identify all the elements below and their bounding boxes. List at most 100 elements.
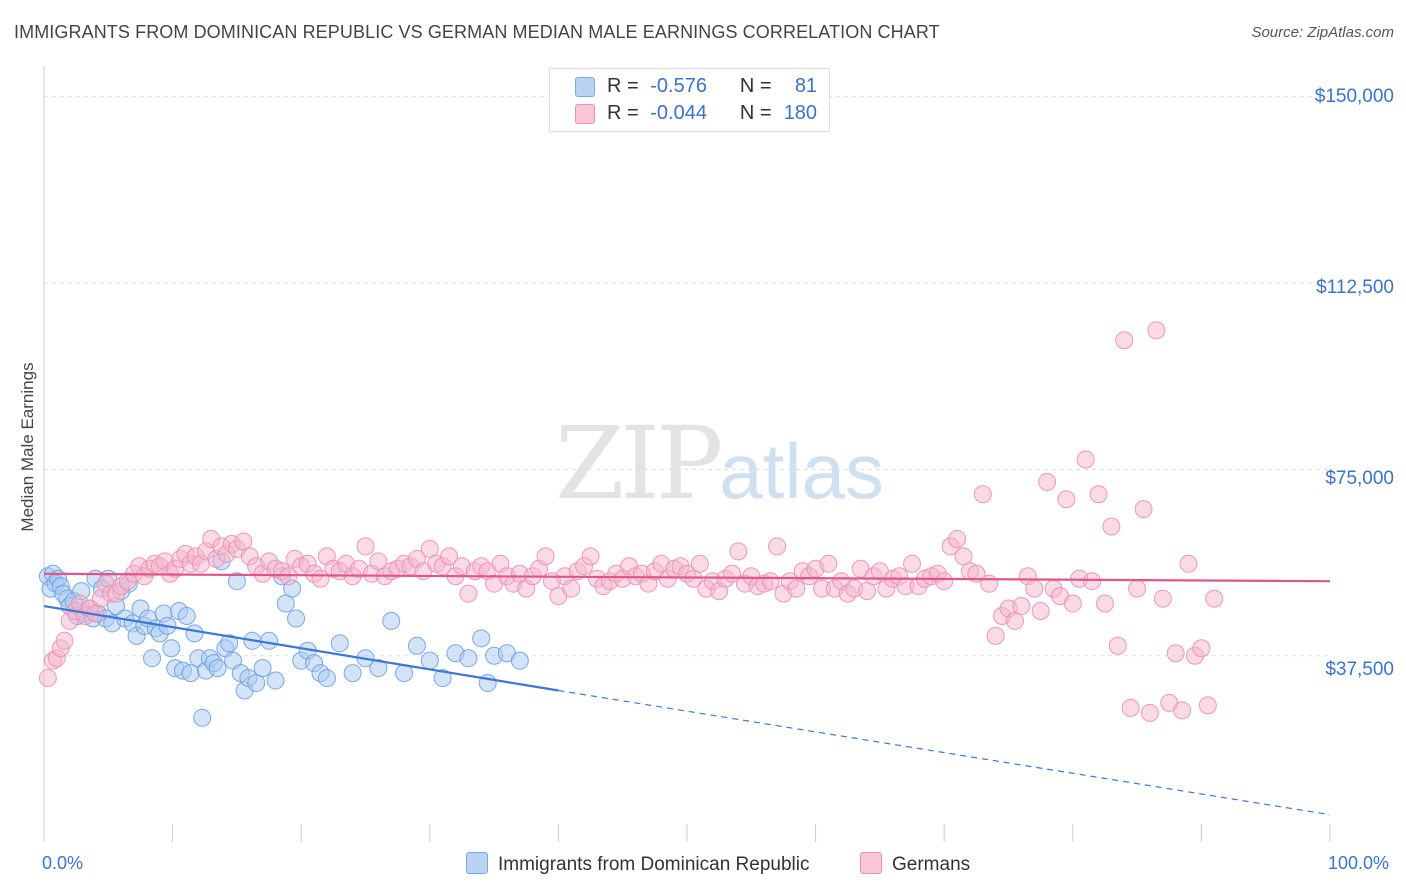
legend-swatch-blue: [575, 77, 595, 97]
bottom-legend-blue-label: Immigrants from Dominican Republic: [498, 854, 810, 875]
trend-line-pink: [43, 572, 1331, 583]
point-blue-58: [253, 659, 272, 678]
point-pink-70: [440, 547, 459, 566]
watermark-zip: ZIP: [555, 405, 723, 522]
watermark-atlas: atlas: [719, 427, 885, 515]
point-pink-108: [684, 569, 703, 588]
point-pink-149: [948, 529, 967, 548]
point-blue-78: [433, 669, 452, 688]
point-pink-135: [858, 582, 877, 601]
legend-pink-r-value: -0.044: [650, 102, 707, 124]
point-pink-57: [356, 537, 375, 556]
point-blue-62: [276, 594, 295, 613]
bottom-legend-swatch-pink: [860, 852, 882, 874]
point-pink-129: [819, 554, 838, 573]
point-blue-52: [227, 572, 246, 591]
point-pink-147: [935, 572, 954, 591]
bottom-legend-pink-label: Germans: [892, 854, 971, 875]
point-pink-169: [1076, 450, 1095, 469]
point-pink-178: [1134, 500, 1153, 519]
point-blue-76: [407, 636, 426, 655]
point-pink-180: [1147, 321, 1166, 340]
point-blue-43: [193, 708, 212, 727]
point-pink-115: [729, 542, 748, 561]
point-blue-30: [143, 649, 162, 668]
point-blue-50: [220, 634, 239, 653]
legend-pink-r-label: R =: [607, 102, 639, 124]
point-blue-60: [266, 671, 285, 690]
point-blue-39: [177, 606, 196, 625]
point-blue-40: [181, 664, 200, 683]
x-tick-label-max: 100.0%: [1328, 853, 1390, 873]
stats-legend: R = -0.576 N = 81 R = -0.044 N = 180: [549, 68, 830, 132]
point-blue-57: [247, 674, 266, 693]
point-pink-166: [1057, 490, 1076, 509]
point-pink-4: [55, 631, 74, 650]
x-tick-label-min: 0.0%: [42, 853, 84, 873]
point-pink-38: [234, 532, 253, 551]
point-blue-74: [382, 611, 401, 630]
point-blue-59: [260, 631, 279, 650]
point-pink-0: [38, 669, 57, 688]
point-pink-175: [1115, 331, 1134, 350]
y-tick-label-37500: $37,500: [1325, 659, 1394, 680]
y-tick-label-75000: $75,000: [1325, 468, 1394, 489]
point-pink-89: [562, 579, 581, 598]
watermark: ZIPatlas: [555, 405, 884, 522]
y-tick-label-112500: $112,500: [1316, 277, 1394, 298]
point-pink-184: [1173, 701, 1192, 720]
chart-title: IMMIGRANTS FROM DOMINICAN REPUBLIC VS GE…: [14, 22, 940, 42]
point-pink-155: [986, 626, 1005, 645]
point-pink-142: [903, 554, 922, 573]
legend-blue-r-value: -0.576: [650, 75, 707, 97]
point-pink-159: [1012, 597, 1031, 616]
point-pink-176: [1121, 698, 1140, 717]
point-pink-179: [1140, 703, 1159, 722]
point-pink-188: [1198, 696, 1217, 715]
bottom-legend-swatch-blue: [466, 852, 488, 874]
point-blue-71: [343, 664, 362, 683]
point-pink-150: [954, 547, 973, 566]
y-tick-label-150000: $150,000: [1314, 86, 1394, 107]
point-blue-70: [330, 634, 349, 653]
point-pink-187: [1192, 639, 1211, 658]
point-pink-152: [967, 564, 986, 583]
point-pink-174: [1108, 636, 1127, 655]
trend-line-blue: [43, 604, 559, 692]
point-pink-172: [1095, 594, 1114, 613]
point-pink-177: [1128, 579, 1147, 598]
point-pink-170: [1083, 572, 1102, 591]
legend-blue-n-label: N =: [739, 75, 772, 97]
point-blue-69: [317, 669, 336, 688]
point-pink-181: [1153, 589, 1172, 608]
point-pink-171: [1089, 485, 1108, 504]
point-blue-84: [510, 651, 529, 670]
point-blue-81: [472, 629, 491, 648]
point-pink-189: [1205, 589, 1224, 608]
point-pink-154: [980, 574, 999, 593]
point-pink-183: [1166, 644, 1185, 663]
point-pink-85: [536, 547, 555, 566]
point-pink-92: [581, 547, 600, 566]
point-blue-41: [185, 624, 204, 643]
legend-blue-n-value: 81: [794, 75, 818, 97]
y-axis-title: Median Male Earnings: [18, 362, 37, 531]
legend-pink-n-value: 180: [783, 102, 818, 124]
point-pink-161: [1025, 579, 1044, 598]
point-pink-162: [1031, 602, 1050, 620]
point-blue-47: [208, 659, 227, 678]
point-pink-109: [690, 554, 709, 573]
point-blue-73: [369, 659, 388, 678]
point-pink-185: [1179, 554, 1198, 573]
point-pink-173: [1102, 517, 1121, 536]
point-pink-120: [761, 572, 780, 591]
legend-swatch-pink: [575, 104, 595, 124]
legend-pink-n-label: N =: [739, 102, 772, 124]
legend-blue-r-label: R =: [607, 75, 639, 97]
point-blue-64: [287, 609, 306, 628]
source-label: Source: ZipAtlas.com: [1251, 24, 1394, 41]
point-blue-77: [420, 651, 439, 670]
point-pink-124: [787, 579, 806, 598]
point-pink-67: [420, 539, 439, 558]
